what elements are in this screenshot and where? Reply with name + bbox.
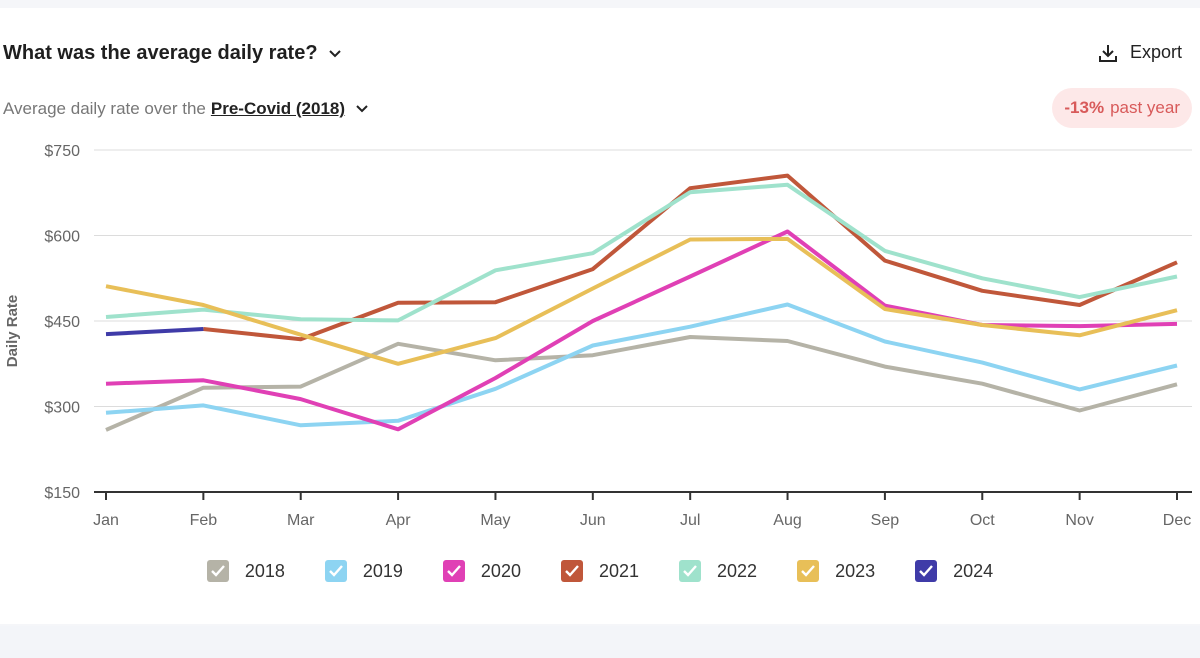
x-tick-label: Sep <box>871 512 900 529</box>
y-tick-label: $600 <box>44 229 80 246</box>
badge-value: -13% <box>1064 98 1105 117</box>
y-axis-label: Daily Rate <box>4 295 21 368</box>
export-label: Export <box>1129 42 1182 62</box>
checkbox-checked-icon[interactable] <box>679 560 702 582</box>
series-line-2022[interactable] <box>105 182 1178 323</box>
x-tick-label: May <box>480 512 510 529</box>
legend-label: 2023 <box>835 560 876 581</box>
x-tick-label: Oct <box>970 512 995 529</box>
x-tick-label: Feb <box>190 512 218 529</box>
chart-title-text: What was the average daily rate? <box>3 42 318 64</box>
legend-item-2021[interactable]: 2021 <box>560 560 640 582</box>
checkbox-checked-icon[interactable] <box>206 560 229 582</box>
export-button[interactable]: Export <box>1098 42 1182 63</box>
chevron-down-icon[interactable] <box>328 42 342 65</box>
subtitle: Average daily rate over the Pre-Covid (2… <box>3 99 369 119</box>
y-tick-label: $450 <box>44 314 80 331</box>
legend-label: 2019 <box>362 560 403 581</box>
legend-item-2020[interactable]: 2020 <box>442 560 521 582</box>
checkbox-checked-icon[interactable] <box>797 560 820 582</box>
legend-label: 2020 <box>480 560 521 581</box>
bottom-strip <box>0 626 1200 658</box>
legend-label: 2018 <box>244 560 285 581</box>
legend-item-2019[interactable]: 2019 <box>324 560 403 582</box>
y-tick-label: $300 <box>44 400 80 417</box>
series-line-2021[interactable] <box>203 173 1178 342</box>
badge-text: past year <box>1110 98 1180 117</box>
x-tick-label: Aug <box>773 512 801 529</box>
subtitle-prefix: Average daily rate over the <box>3 99 206 118</box>
change-badge: -13% past year <box>1052 88 1192 128</box>
series-line-2018[interactable] <box>105 335 1178 432</box>
chart-title[interactable]: What was the average daily rate? <box>3 42 342 65</box>
x-tick-label: Jul <box>680 512 700 529</box>
y-tick-label: $150 <box>44 485 80 502</box>
x-tick-label: Apr <box>386 512 412 529</box>
checkbox-checked-icon[interactable] <box>324 560 347 582</box>
legend: 2018 2019 2020 2021 2022 2023 2024 <box>0 560 1200 582</box>
x-tick-label: Nov <box>1065 512 1093 529</box>
chevron-down-icon[interactable] <box>355 99 369 119</box>
period-selector[interactable]: Pre-Covid (2018) <box>210 99 346 118</box>
legend-label: 2024 <box>953 560 994 581</box>
legend-label: 2021 <box>598 560 640 581</box>
line-chart: $150 $300 $450 $600 $750 Jan Feb Mar Apr May Jun Ju… <box>4 143 1192 529</box>
checkbox-checked-icon[interactable] <box>560 560 583 582</box>
x-tick-label: Jun <box>580 512 606 529</box>
legend-item-2018[interactable]: 2018 <box>206 560 285 582</box>
series-line-2023[interactable] <box>105 236 1178 366</box>
legend-item-2023[interactable]: 2023 <box>797 560 875 582</box>
y-tick-label: $750 <box>44 143 80 160</box>
x-tick-label: Jan <box>93 512 119 529</box>
legend-item-2022[interactable]: 2022 <box>679 560 757 582</box>
series-line-2019[interactable] <box>105 302 1178 428</box>
legend-item-2024[interactable]: 2024 <box>915 560 993 582</box>
series-line-2024[interactable] <box>105 327 204 337</box>
download-icon <box>1098 44 1117 62</box>
checkbox-checked-icon[interactable] <box>442 560 465 582</box>
x-tick-label: Dec <box>1163 512 1191 529</box>
legend-label: 2022 <box>717 560 758 581</box>
x-tick-label: Mar <box>287 512 315 529</box>
checkbox-checked-icon[interactable] <box>915 560 938 582</box>
